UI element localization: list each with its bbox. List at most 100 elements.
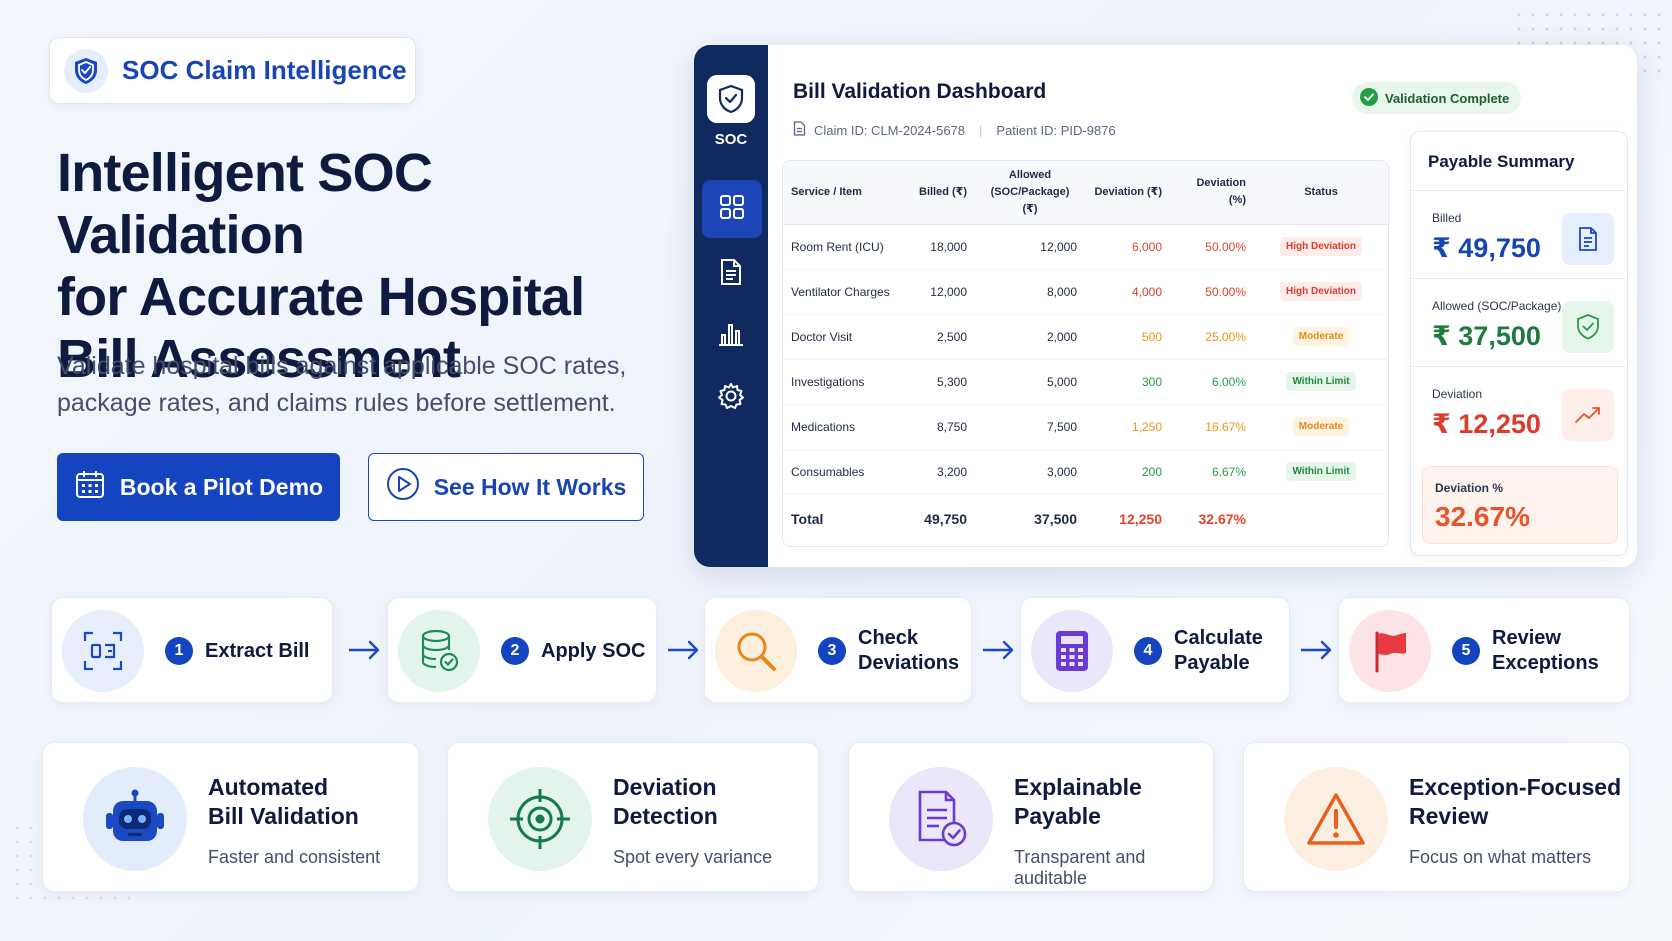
table-cell-item: Ventilator Charges bbox=[783, 269, 901, 315]
billed-label: Billed bbox=[1432, 211, 1462, 225]
play-icon bbox=[386, 467, 420, 507]
validation-status-badge: Validation Complete bbox=[1352, 82, 1522, 114]
step-extract-bill[interactable]: 1 Extract Bill bbox=[51, 597, 333, 703]
see-how-label: See How It Works bbox=[433, 473, 627, 500]
book-demo-label: Book a Pilot Demo bbox=[119, 473, 324, 500]
book-demo-button[interactable]: Book a Pilot Demo bbox=[57, 453, 340, 521]
table-cell-pct: 50.00% bbox=[1170, 269, 1254, 315]
feature-title: Exception-Focused Review bbox=[1409, 774, 1622, 829]
table-cell-billed: 3,200 bbox=[901, 449, 975, 495]
status-badge: Within Limit bbox=[1286, 372, 1356, 391]
deviation-percent-card: Deviation % 32.67% bbox=[1422, 466, 1618, 544]
table-header-row: Service / Item Billed (₹) Allowed (SOC/Pa… bbox=[783, 161, 1388, 225]
validation-status-label: Validation Complete bbox=[1385, 90, 1510, 106]
allowed-value: ₹ 37,500 bbox=[1432, 321, 1541, 351]
deviation-value: ₹ 12,250 bbox=[1432, 409, 1541, 439]
sidebar-item-analytics[interactable] bbox=[694, 307, 768, 365]
step-calculate-payable[interactable]: 4 Calculate Payable bbox=[1020, 597, 1290, 703]
sidebar-item-settings[interactable] bbox=[694, 369, 768, 427]
allowed-card: Allowed (SOC/Package) ₹ 37,500 bbox=[1412, 278, 1626, 366]
calendar-icon bbox=[74, 468, 106, 506]
table-cell-item: Consumables bbox=[783, 449, 901, 495]
table-cell-allowed: 7,500 bbox=[975, 404, 1085, 450]
table-cell-status: Within Limit bbox=[1254, 359, 1388, 405]
document-icon bbox=[1562, 213, 1614, 265]
deviation-percent-label: Deviation % bbox=[1435, 481, 1504, 495]
total-cell-billed: 49,750 bbox=[924, 511, 967, 528]
bar-chart-icon bbox=[716, 319, 746, 354]
dashboard-title: Bill Validation Dashboard bbox=[793, 80, 1047, 103]
feature-deviation-detection: Deviation Detection Spot every variance bbox=[447, 742, 819, 892]
table-cell-status: High Deviation bbox=[1254, 269, 1388, 315]
table-cell-billed: 12,000 bbox=[901, 269, 975, 315]
step-number: 3 bbox=[818, 637, 846, 665]
table-cell-pct: 50.00% bbox=[1170, 224, 1254, 270]
status-badge: Moderate bbox=[1292, 417, 1350, 436]
document-check-icon bbox=[889, 767, 993, 871]
see-how-it-works-button[interactable]: See How It Works bbox=[368, 453, 644, 521]
table-cell-allowed: 12,000 bbox=[975, 224, 1085, 270]
step-number: 5 bbox=[1452, 637, 1480, 665]
deviation-card: Deviation ₹ 12,250 bbox=[1412, 366, 1626, 456]
step-review-exceptions[interactable]: 5 Review Exceptions bbox=[1338, 597, 1630, 703]
step-number: 2 bbox=[501, 637, 529, 665]
feature-description: Transparent and auditable bbox=[1014, 847, 1146, 888]
table-cell-status: Moderate bbox=[1254, 314, 1388, 360]
sidebar-item-documents[interactable] bbox=[694, 245, 768, 303]
status-badge: High Deviation bbox=[1279, 237, 1362, 256]
column-header: Allowed (SOC/Package) (₹) bbox=[975, 161, 1085, 225]
target-icon bbox=[488, 767, 592, 871]
headline-line: for Accurate Hospital bbox=[57, 267, 585, 327]
page-title: Intelligent SOC Validation for Accurate … bbox=[57, 142, 677, 390]
feature-title: Automated Bill Validation bbox=[208, 774, 359, 829]
table-cell-billed: 5,300 bbox=[901, 359, 975, 405]
sidebar-item-dashboard[interactable] bbox=[702, 180, 762, 238]
deviation-percent-value: 32.67% bbox=[1435, 501, 1530, 532]
table-row[interactable]: Doctor Visit 2,500 2,000 500 25.00% Moderate bbox=[783, 314, 1388, 360]
step-number: 1 bbox=[165, 637, 193, 665]
feature-exception-focused-review: Exception-Focused Review Focus on what ma… bbox=[1243, 742, 1630, 892]
billed-value: ₹ 49,750 bbox=[1432, 233, 1541, 263]
table-cell-status: Moderate bbox=[1254, 404, 1388, 450]
feature-title: Explainable Payable bbox=[1014, 774, 1142, 829]
table-cell-billed: 8,750 bbox=[901, 404, 975, 450]
total-cell-allowed: 37,500 bbox=[1034, 511, 1077, 528]
table-cell-item: Medications bbox=[783, 404, 901, 450]
headline-line: Bill Assessment bbox=[57, 329, 461, 389]
table-cell-item: Investigations bbox=[783, 359, 901, 405]
table-cell-dev: 4,000 bbox=[1085, 269, 1170, 315]
feature-description: Focus on what matters bbox=[1409, 847, 1592, 867]
bill-items-table: Service / Item Billed (₹) Allowed (SOC/Pa… bbox=[782, 160, 1389, 547]
calculator-icon bbox=[1031, 610, 1113, 692]
dashboard-sidebar: SOC bbox=[694, 45, 768, 567]
sidebar-logo-text: SOC bbox=[714, 131, 748, 148]
feature-explainable-payable: Explainable Payable Transparent and audit… bbox=[848, 742, 1214, 892]
table-cell-dev: 6,000 bbox=[1085, 224, 1170, 270]
feature-title: Deviation Detection bbox=[613, 774, 718, 829]
shield-check-icon bbox=[1562, 301, 1614, 353]
shield-logo-icon[interactable] bbox=[707, 75, 755, 123]
claim-id: Claim ID: CLM-2024-5678 bbox=[814, 122, 966, 138]
step-check-deviations[interactable]: 3 Check Deviations bbox=[704, 597, 972, 703]
table-row[interactable]: Ventilator Charges 12,000 8,000 4,000 50.00%… bbox=[783, 269, 1388, 315]
status-badge: Within Limit bbox=[1286, 462, 1356, 481]
column-header: Status bbox=[1254, 161, 1388, 225]
table-row[interactable]: Room Rent (ICU) 18,000 12,000 6,000 50.00% Hi… bbox=[783, 224, 1388, 270]
claim-meta: Claim ID: CLM-2024-5678 | Patient ID: PI… bbox=[793, 121, 1116, 139]
table-cell-pct: 6.00% bbox=[1170, 359, 1254, 405]
step-label: Apply SOC bbox=[541, 639, 646, 662]
table-row[interactable]: Medications 8,750 7,500 1,250 16.67% Moderate bbox=[783, 404, 1388, 450]
shield-icon bbox=[64, 48, 108, 93]
table-row[interactable]: Consumables 3,200 3,000 200 6.67% Within Limi… bbox=[783, 449, 1388, 495]
step-apply-soc[interactable]: 2 Apply SOC bbox=[387, 597, 657, 703]
table-cell-status: High Deviation bbox=[1254, 224, 1388, 270]
table-cell-allowed: 5,000 bbox=[975, 359, 1085, 405]
step-label: Review Exceptions bbox=[1492, 627, 1599, 674]
hero-subtext: Validate hospital bills against applicab… bbox=[57, 352, 627, 417]
table-cell-dev: 300 bbox=[1085, 359, 1170, 405]
table-total-row: Total 49,750 37,500 12,250 32.67% bbox=[783, 494, 1388, 544]
brand-pill[interactable]: SOC Claim Intelligence bbox=[49, 37, 416, 104]
feature-description: Spot every variance bbox=[613, 847, 773, 867]
status-badge: Moderate bbox=[1292, 327, 1350, 346]
table-row[interactable]: Investigations 5,300 5,000 300 6.00% Within L… bbox=[783, 359, 1388, 405]
